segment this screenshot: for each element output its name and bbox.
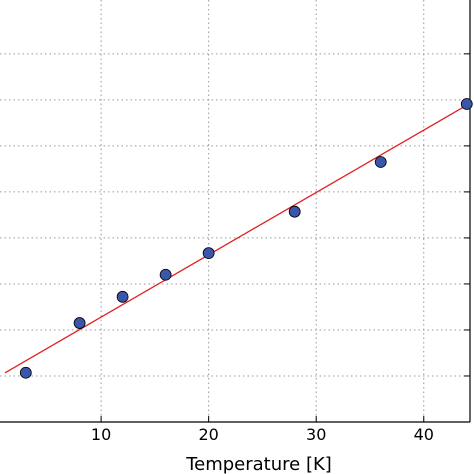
x-tick-label: 40 [414, 425, 434, 444]
x-tick-label: 10 [91, 425, 111, 444]
x-tick-label: 30 [306, 425, 326, 444]
data-point [460, 98, 473, 110]
data-point [288, 205, 301, 218]
data-point [202, 247, 215, 260]
x-axis-label: Temperature [K] [185, 454, 332, 474]
data-point [19, 366, 32, 379]
data-point [73, 317, 86, 329]
data-point [159, 268, 172, 281]
data-point [374, 156, 387, 168]
data-point [116, 290, 129, 303]
x-tick-label: 20 [198, 425, 218, 444]
